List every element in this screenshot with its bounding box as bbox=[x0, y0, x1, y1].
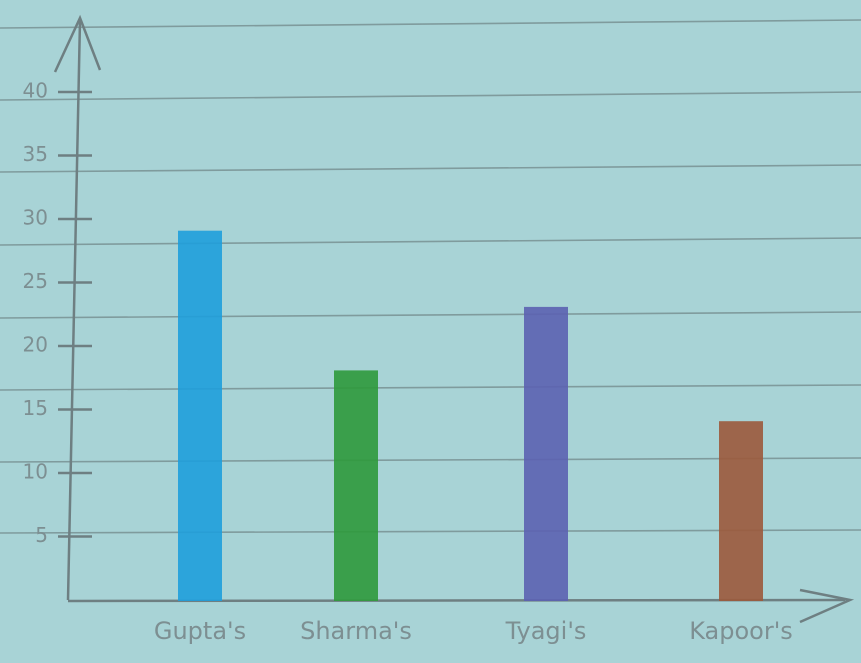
bar bbox=[334, 370, 378, 601]
y-tick-label: 30 bbox=[23, 206, 48, 230]
x-tick-label: Gupta's bbox=[154, 617, 246, 645]
y-tick-label: 25 bbox=[23, 269, 48, 293]
x-tick-label: Sharma's bbox=[300, 617, 412, 645]
y-tick-label: 15 bbox=[23, 396, 48, 420]
y-tick-label: 10 bbox=[23, 460, 48, 484]
y-tick-label: 35 bbox=[23, 142, 48, 166]
bar bbox=[178, 230, 222, 601]
y-tick-label: 5 bbox=[35, 523, 48, 547]
y-tick-label: 20 bbox=[23, 333, 48, 357]
y-tick-label: 40 bbox=[23, 79, 48, 103]
x-tick-label: Kapoor's bbox=[689, 617, 793, 645]
x-tick-label: Tyagi's bbox=[505, 617, 587, 645]
bar bbox=[719, 421, 763, 602]
bar bbox=[524, 306, 568, 601]
ruled-lines bbox=[0, 19, 861, 534]
